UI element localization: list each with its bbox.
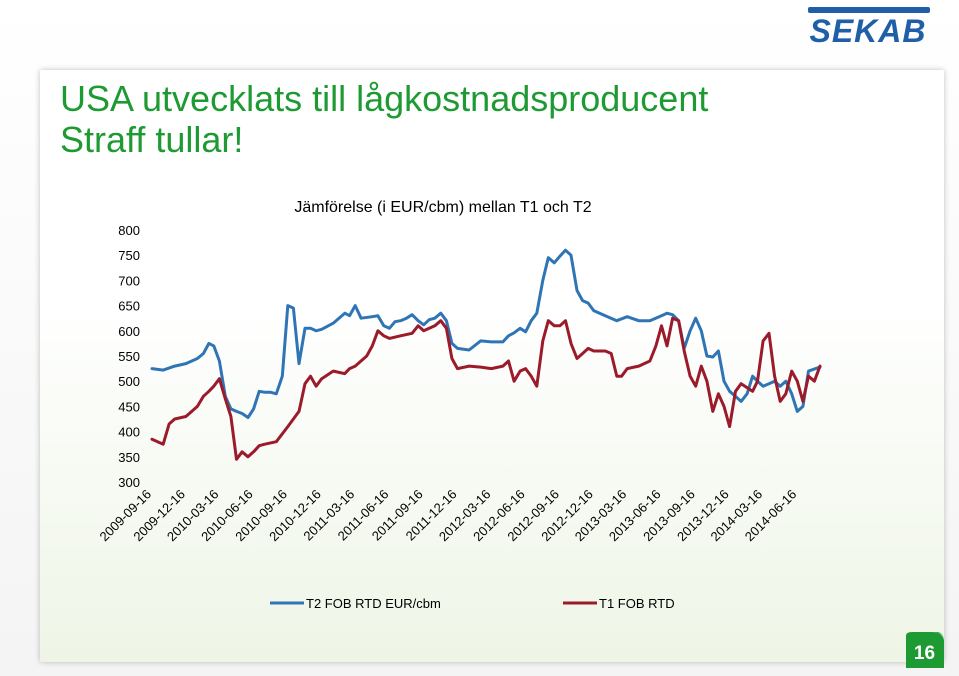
x-axis: 2009-09-162009-12-162010-03-162010-06-16… <box>96 487 799 545</box>
logo-stripe <box>808 7 930 13</box>
content-card <box>40 70 944 662</box>
page-badge <box>906 632 944 668</box>
chart-title: Jämförelse (i EUR/cbm) mellan T1 och T2 <box>294 199 591 216</box>
series-layer <box>150 248 822 461</box>
y-tick-label: 350 <box>118 450 140 465</box>
y-tick-label: 650 <box>118 299 140 314</box>
y-tick-label: 750 <box>118 248 140 263</box>
title-line-1: USA utvecklats till lågkostnadsproducent <box>60 78 709 119</box>
y-tick-label: 300 <box>118 475 140 490</box>
series-line-t1 <box>150 316 822 461</box>
title-line-2: Straff tullar! <box>60 119 244 160</box>
series-line-t2 <box>150 248 822 419</box>
y-tick-label: 400 <box>118 425 140 440</box>
y-tick-label: 700 <box>118 273 140 288</box>
page-number: 16 <box>913 643 936 664</box>
y-tick-label: 450 <box>118 399 140 414</box>
legend-label: T1 FOB RTD <box>599 596 675 611</box>
legend: T2 FOB RTD EUR/cbm T1 FOB RTD <box>270 596 675 611</box>
sekab-logo: SEKAB <box>808 7 930 46</box>
y-tick-label: 550 <box>118 349 140 364</box>
y-tick-label: 600 <box>118 324 140 339</box>
y-tick-label: 500 <box>118 374 140 389</box>
slide-title: USA utvecklats till lågkostnadsproducent… <box>60 78 920 160</box>
y-axis: 300 350 400 450 500 550 600 650 700 750 800 <box>118 223 140 490</box>
logo-text: SEKAB <box>809 13 926 46</box>
y-tick-label: 800 <box>118 223 140 238</box>
legend-label: T2 FOB RTD EUR/cbm <box>306 596 441 611</box>
